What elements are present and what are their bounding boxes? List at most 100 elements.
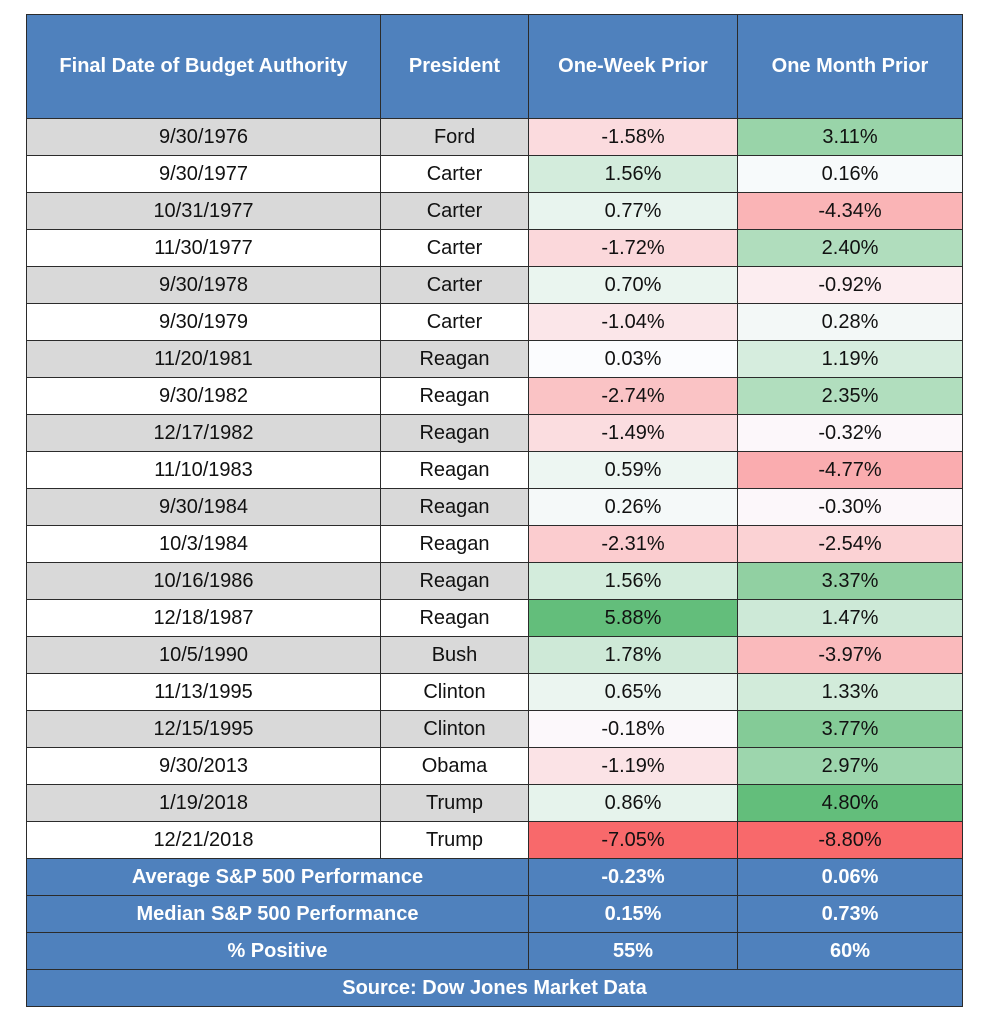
- table-row: 9/30/2013 Obama -1.19% 2.97%: [26, 747, 963, 785]
- summary-label: % Positive: [26, 932, 529, 970]
- president-cell: Trump: [380, 821, 529, 859]
- date-cell: 11/20/1981: [26, 340, 381, 378]
- summary-label: Median S&P 500 Performance: [26, 895, 529, 933]
- week-value-cell: 0.86%: [528, 784, 738, 822]
- date-cell: 12/17/1982: [26, 414, 381, 452]
- table-row: 12/18/1987 Reagan 5.88% 1.47%: [26, 599, 963, 637]
- table-footer: Average S&P 500 Performance -0.23% 0.06% Me…: [26, 858, 963, 1007]
- week-value-cell: 1.56%: [528, 562, 738, 600]
- summary-label: Average S&P 500 Performance: [26, 858, 529, 896]
- week-value-cell: 0.59%: [528, 451, 738, 489]
- president-cell: Reagan: [380, 377, 529, 415]
- month-value-cell: 2.40%: [737, 229, 963, 267]
- month-value-cell: -8.80%: [737, 821, 963, 859]
- table-row: 12/17/1982 Reagan -1.49% -0.32%: [26, 414, 963, 452]
- date-cell: 10/31/1977: [26, 192, 381, 230]
- summary-row: Median S&P 500 Performance 0.15% 0.73%: [26, 895, 963, 933]
- month-value-cell: 2.35%: [737, 377, 963, 415]
- date-cell: 11/13/1995: [26, 673, 381, 711]
- month-value-cell: -0.32%: [737, 414, 963, 452]
- month-value-cell: 1.19%: [737, 340, 963, 378]
- president-cell: Carter: [380, 192, 529, 230]
- header-one-week-prior: One-Week Prior: [528, 14, 738, 119]
- month-value-cell: -4.77%: [737, 451, 963, 489]
- week-value-cell: 5.88%: [528, 599, 738, 637]
- table-row: 9/30/1978 Carter 0.70% -0.92%: [26, 266, 963, 304]
- president-cell: Carter: [380, 266, 529, 304]
- president-cell: Reagan: [380, 599, 529, 637]
- date-cell: 9/30/2013: [26, 747, 381, 785]
- date-cell: 9/30/1976: [26, 118, 381, 156]
- summary-week-value: 0.15%: [528, 895, 738, 933]
- president-cell: Obama: [380, 747, 529, 785]
- month-value-cell: 0.16%: [737, 155, 963, 193]
- president-cell: Reagan: [380, 340, 529, 378]
- table-row: 10/5/1990 Bush 1.78% -3.97%: [26, 636, 963, 674]
- table-body: 9/30/1976 Ford -1.58% 3.11% 9/30/1977 Carter 1…: [26, 118, 963, 859]
- date-cell: 11/30/1977: [26, 229, 381, 267]
- month-value-cell: 4.80%: [737, 784, 963, 822]
- month-value-cell: -0.30%: [737, 488, 963, 526]
- table-row: 10/3/1984 Reagan -2.31% -2.54%: [26, 525, 963, 563]
- week-value-cell: -1.04%: [528, 303, 738, 341]
- president-cell: Carter: [380, 155, 529, 193]
- week-value-cell: 0.77%: [528, 192, 738, 230]
- header-one-month-prior: One Month Prior: [737, 14, 963, 119]
- month-value-cell: 1.47%: [737, 599, 963, 637]
- source-note: Source: Dow Jones Market Data: [26, 969, 963, 1007]
- summary-week-value: -0.23%: [528, 858, 738, 896]
- president-cell: Clinton: [380, 673, 529, 711]
- month-value-cell: 0.28%: [737, 303, 963, 341]
- month-value-cell: -0.92%: [737, 266, 963, 304]
- week-value-cell: 0.26%: [528, 488, 738, 526]
- date-cell: 9/30/1977: [26, 155, 381, 193]
- table-row: 9/30/1976 Ford -1.58% 3.11%: [26, 118, 963, 156]
- date-cell: 9/30/1978: [26, 266, 381, 304]
- week-value-cell: -0.18%: [528, 710, 738, 748]
- date-cell: 9/30/1982: [26, 377, 381, 415]
- month-value-cell: -2.54%: [737, 525, 963, 563]
- date-cell: 1/19/2018: [26, 784, 381, 822]
- week-value-cell: -1.19%: [528, 747, 738, 785]
- month-value-cell: 1.33%: [737, 673, 963, 711]
- table-row: 11/30/1977 Carter -1.72% 2.40%: [26, 229, 963, 267]
- table-row: 10/31/1977 Carter 0.77% -4.34%: [26, 192, 963, 230]
- president-cell: Carter: [380, 229, 529, 267]
- table-row: 11/10/1983 Reagan 0.59% -4.77%: [26, 451, 963, 489]
- month-value-cell: 3.37%: [737, 562, 963, 600]
- summary-month-value: 60%: [737, 932, 963, 970]
- week-value-cell: -7.05%: [528, 821, 738, 859]
- president-cell: Reagan: [380, 562, 529, 600]
- president-cell: Reagan: [380, 488, 529, 526]
- week-value-cell: -2.74%: [528, 377, 738, 415]
- date-cell: 10/3/1984: [26, 525, 381, 563]
- date-cell: 10/5/1990: [26, 636, 381, 674]
- week-value-cell: 0.70%: [528, 266, 738, 304]
- date-cell: 12/18/1987: [26, 599, 381, 637]
- table-row: 9/30/1982 Reagan -2.74% 2.35%: [26, 377, 963, 415]
- month-value-cell: 3.77%: [737, 710, 963, 748]
- date-cell: 12/21/2018: [26, 821, 381, 859]
- president-cell: Carter: [380, 303, 529, 341]
- president-cell: Clinton: [380, 710, 529, 748]
- date-cell: 12/15/1995: [26, 710, 381, 748]
- president-cell: Reagan: [380, 525, 529, 563]
- summary-row: Average S&P 500 Performance -0.23% 0.06%: [26, 858, 963, 896]
- week-value-cell: 1.78%: [528, 636, 738, 674]
- week-value-cell: 1.56%: [528, 155, 738, 193]
- date-cell: 10/16/1986: [26, 562, 381, 600]
- date-cell: 9/30/1979: [26, 303, 381, 341]
- header-president: President: [380, 14, 529, 119]
- table-row: 12/21/2018 Trump -7.05% -8.80%: [26, 821, 963, 859]
- president-cell: Reagan: [380, 414, 529, 452]
- week-value-cell: -1.72%: [528, 229, 738, 267]
- table-row: 9/30/1977 Carter 1.56% 0.16%: [26, 155, 963, 193]
- table-row: 11/13/1995 Clinton 0.65% 1.33%: [26, 673, 963, 711]
- table-row: 9/30/1979 Carter -1.04% 0.28%: [26, 303, 963, 341]
- table-row: 1/19/2018 Trump 0.86% 4.80%: [26, 784, 963, 822]
- date-cell: 9/30/1984: [26, 488, 381, 526]
- header-row: Final Date of Budget Authority President…: [26, 14, 963, 119]
- header-date: Final Date of Budget Authority: [26, 14, 381, 119]
- president-cell: Reagan: [380, 451, 529, 489]
- table-row: 12/15/1995 Clinton -0.18% 3.77%: [26, 710, 963, 748]
